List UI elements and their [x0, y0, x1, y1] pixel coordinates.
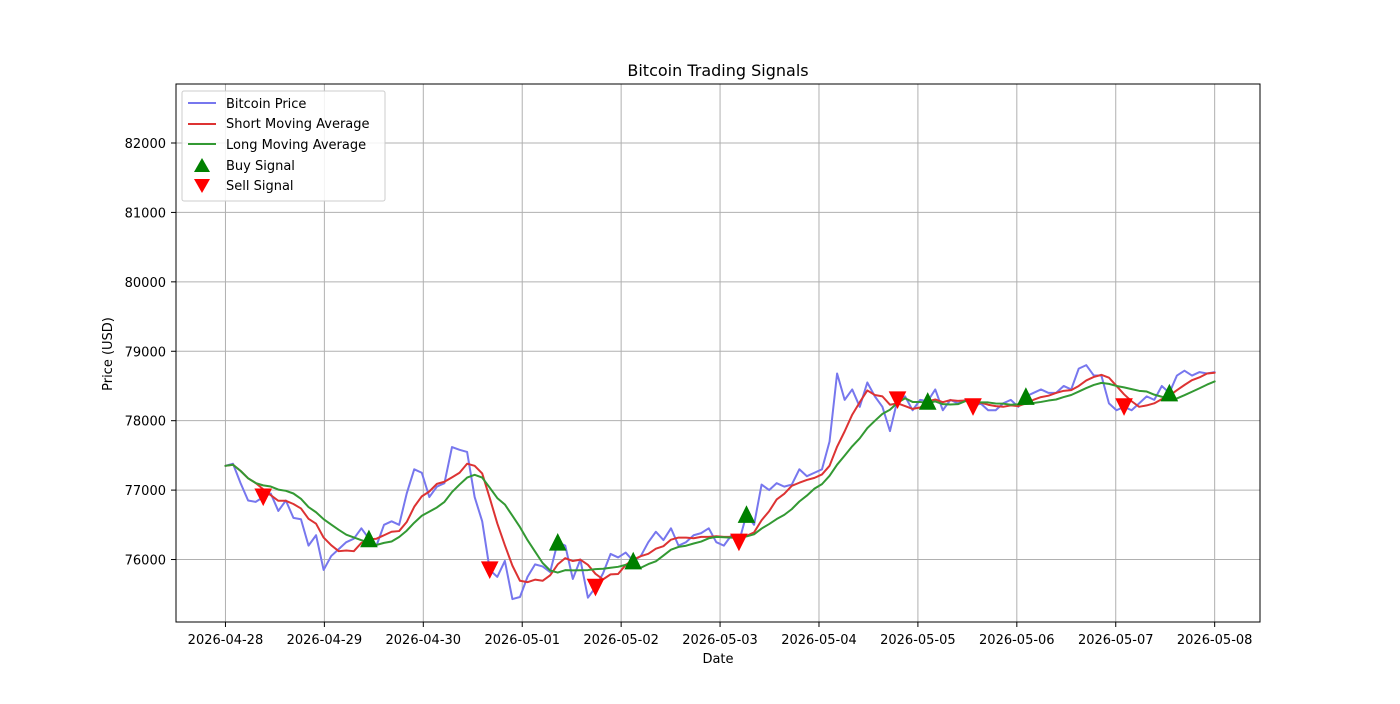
x-tick-label: 2026-05-07: [1078, 633, 1154, 648]
legend-label-sell-signal: Sell Signal: [226, 179, 294, 194]
y-axis-label: Price (USD): [101, 317, 116, 391]
x-tick-label: 2026-04-30: [386, 633, 462, 648]
x-tick-label: 2026-05-05: [880, 633, 956, 648]
signal-markers: [254, 383, 1179, 597]
y-tick-label: 77000: [125, 484, 166, 499]
legend-box: [181, 90, 386, 202]
legend: Bitcoin Price Short Moving Average Long …: [181, 90, 386, 202]
sell-signal-marker: [888, 391, 907, 409]
x-tick-label: 2026-04-28: [188, 633, 264, 648]
x-tick-label: 2026-04-29: [287, 633, 363, 648]
y-tick-label: 79000: [125, 345, 166, 360]
sell-signal-marker: [964, 398, 982, 416]
chart-title: Bitcoin Trading Signals: [627, 61, 808, 80]
legend-label-short-moving-average: Short Moving Average: [226, 117, 370, 132]
series-line-long-moving-average: [224, 380, 1216, 574]
buy-signal-marker: [737, 505, 756, 523]
sell-signal-marker: [1115, 398, 1133, 416]
x-tick-label: 2026-05-03: [682, 633, 758, 648]
y-tick-label: 80000: [125, 276, 166, 291]
y-axis-ticks: 76000 77000 78000 79000 80000 81000 82000: [125, 137, 176, 569]
buy-signal-marker: [548, 533, 567, 551]
y-tick-label: 78000: [125, 415, 166, 430]
grid-lines: [176, 84, 1260, 622]
legend-label-bitcoin-price: Bitcoin Price: [226, 97, 306, 112]
legend-label-buy-signal: Buy Signal: [226, 159, 295, 174]
legend-label-long-moving-average: Long Moving Average: [226, 138, 366, 153]
series-lines: [224, 364, 1216, 601]
x-tick-label: 2026-05-01: [484, 633, 560, 648]
y-tick-label: 81000: [125, 206, 166, 221]
x-axis-label: Date: [702, 652, 733, 667]
x-tick-label: 2026-05-08: [1177, 633, 1253, 648]
legend-marker-sell-signal: [194, 179, 210, 193]
sell-signal-marker: [254, 488, 273, 507]
buy-signal-marker: [918, 392, 937, 410]
x-axis-ticks: 2026-04-28 2026-04-29 2026-04-30 2026-05-01…: [188, 622, 1253, 648]
sell-signal-marker: [480, 561, 499, 580]
sell-signal-marker: [730, 533, 748, 552]
y-tick-label: 76000: [125, 554, 166, 569]
legend-marker-buy-signal: [194, 158, 210, 172]
plot-frame: [175, 83, 1261, 623]
sell-signal-marker: [586, 578, 605, 597]
x-tick-label: 2026-05-02: [583, 633, 659, 648]
y-tick-label: 82000: [125, 137, 166, 152]
x-tick-label: 2026-05-06: [979, 633, 1055, 648]
series-line-bitcoin-price: [224, 364, 1216, 601]
buy-signal-marker: [624, 551, 643, 570]
buy-signal-marker: [1160, 383, 1179, 402]
buy-signal-marker: [1017, 387, 1035, 405]
x-tick-label: 2026-05-04: [781, 633, 857, 648]
buy-signal-marker: [360, 529, 378, 548]
